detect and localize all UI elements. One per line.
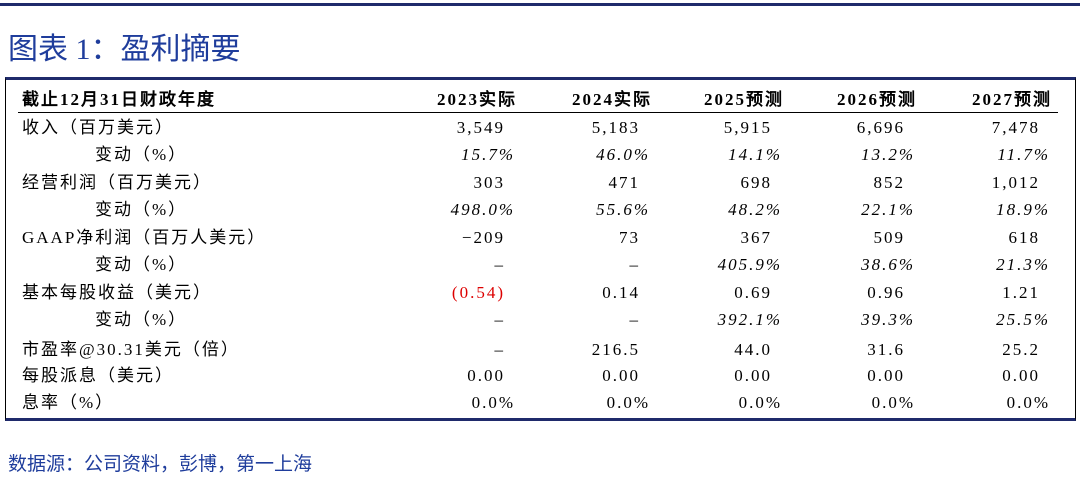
cell: 303 (473, 173, 505, 192)
column-header: 2027预测 (972, 90, 1052, 109)
cell: 73 (619, 228, 640, 247)
cell: 0.0% (871, 393, 915, 412)
cell: 22.1% (861, 200, 915, 219)
cell: 38.6% (861, 255, 915, 274)
cell: 0.00 (467, 366, 505, 385)
cell: 852 (873, 173, 905, 192)
cell: 55.6% (596, 200, 650, 219)
cell: 0.0% (1006, 393, 1050, 412)
cell: 618 (1008, 228, 1040, 247)
cell: 0.0% (471, 393, 515, 412)
row-label: 变动（%） (95, 145, 188, 164)
header-rule (18, 112, 1058, 113)
cell: 14.1% (728, 145, 782, 164)
cell: 0.0% (738, 393, 782, 412)
row-label: 每股派息（美元） (22, 366, 174, 385)
table-frame (5, 77, 1076, 421)
row-label: GAAP净利润（百万人美元） (22, 228, 267, 247)
cell: 11.7% (997, 145, 1050, 164)
title: 图表 1：盈利摘要 (8, 33, 241, 66)
cell: 0.00 (602, 366, 640, 385)
cell: 5,183 (591, 118, 640, 137)
row-label: 变动（%） (95, 200, 188, 219)
cell: 0.69 (734, 283, 772, 302)
cell: 0.14 (602, 283, 640, 302)
cell: – (629, 255, 640, 274)
cell: 498.0% (450, 200, 515, 219)
row-label: 变动（%） (95, 310, 188, 329)
row-label: 收入（百万美元） (22, 118, 174, 137)
row-label: 市盈率@30.31美元（倍） (22, 340, 240, 359)
cell: 471 (608, 173, 640, 192)
cell: 13.2% (861, 145, 915, 164)
top-rule (0, 3, 1080, 6)
row-label: 经营利润（百万美元） (22, 173, 212, 192)
column-header: 截止12月31日财政年度 (22, 90, 216, 109)
cell: 5,915 (723, 118, 772, 137)
cell: −209 (461, 228, 505, 247)
cell: 7,478 (991, 118, 1040, 137)
cell: – (494, 340, 505, 359)
cell: 1.21 (1002, 283, 1040, 302)
cell: 0.0% (606, 393, 650, 412)
cell: 25.2 (1002, 340, 1040, 359)
cell: 3,549 (456, 118, 505, 137)
row-label: 息率（%） (22, 393, 115, 412)
cell: 405.9% (717, 255, 782, 274)
row-label: 变动（%） (95, 255, 188, 274)
cell: 25.5% (996, 310, 1050, 329)
cell: 367 (740, 228, 772, 247)
source: 数据源：公司资料，彭博，第一上海 (8, 454, 313, 475)
cell: 1,012 (991, 173, 1040, 192)
cell: 39.3% (861, 310, 915, 329)
column-header: 2026预测 (837, 90, 917, 109)
column-header: 2025预测 (704, 90, 784, 109)
cell: 0.00 (1002, 366, 1040, 385)
cell: 18.9% (996, 200, 1050, 219)
cell: 0.00 (867, 366, 905, 385)
cell: 0.00 (734, 366, 772, 385)
row-label: 基本每股收益（美元） (22, 283, 212, 302)
cell: (0.54) (451, 283, 505, 302)
cell: – (629, 310, 640, 329)
cell: 392.1% (717, 310, 782, 329)
cell: – (494, 255, 505, 274)
cell: 509 (873, 228, 905, 247)
cell: 0.96 (867, 283, 905, 302)
cell: 21.3% (996, 255, 1050, 274)
column-header: 2024实际 (572, 90, 652, 109)
cell: 31.6 (867, 340, 905, 359)
cell: 216.5 (591, 340, 640, 359)
cell: 44.0 (734, 340, 772, 359)
cell: 48.2% (728, 200, 782, 219)
cell: – (494, 310, 505, 329)
cell: 6,696 (856, 118, 905, 137)
cell: 46.0% (596, 145, 650, 164)
cell: 698 (740, 173, 772, 192)
cell: 15.7% (461, 145, 515, 164)
column-header: 2023实际 (437, 90, 517, 109)
